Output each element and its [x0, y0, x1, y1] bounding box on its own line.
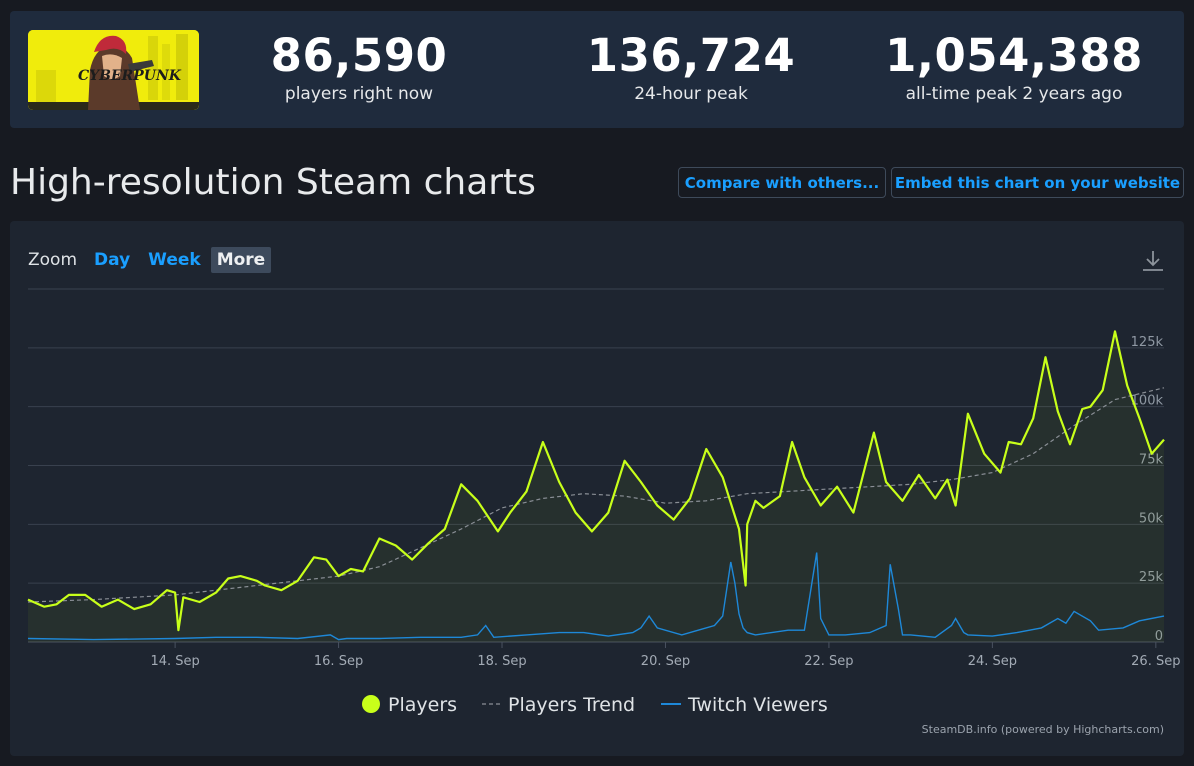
y-tick-label: 0 — [1155, 629, 1163, 644]
game-logo[interactable]: CYBERPUNK — [28, 30, 199, 110]
stat-current-players: 86,590 players right now — [249, 29, 469, 105]
x-tick-label: 18. Sep — [477, 654, 526, 669]
zoom-controls: Zoom Day Week More — [28, 246, 289, 274]
steam-players-chart: 0 25k 50k 75k 100k 125k 14. Sep 16. Sep 18. Sep 2… — [27, 288, 1180, 716]
legend-twitch-label[interactable]: Twitch Viewers — [687, 694, 828, 716]
x-tick-label: 14. Sep — [150, 654, 199, 669]
stat-all-time-peak: 1,054,388 all-time peak 2 years ago — [879, 29, 1149, 105]
stat-label: 24-hour peak — [634, 84, 748, 104]
compare-button[interactable]: Compare with others... — [678, 167, 886, 198]
x-tick-label: 26. Sep — [1131, 654, 1180, 669]
zoom-week-button[interactable]: Week — [148, 250, 201, 270]
players-area — [28, 331, 1164, 642]
stat-value: 136,724 — [586, 29, 796, 82]
y-tick-label: 100k — [1131, 394, 1164, 409]
embed-chart-button[interactable]: Embed this chart on your website — [891, 167, 1184, 198]
stat-label: players right now — [284, 84, 434, 104]
players-line — [27, 330, 1165, 632]
stat-value: 1,054,388 — [885, 29, 1143, 82]
stat-24h-peak: 136,724 24-hour peak — [571, 29, 811, 105]
stat-value: 86,590 — [270, 29, 448, 82]
twitch-viewers-line — [27, 552, 1165, 641]
logo-text: CYBERPUNK — [78, 68, 182, 84]
zoom-more-button[interactable]: More — [210, 247, 272, 273]
x-tick-label: 20. Sep — [641, 654, 690, 669]
legend-players-label[interactable]: Players — [388, 694, 457, 716]
y-tick-label: 50k — [1139, 511, 1164, 526]
zoom-label: Zoom — [28, 250, 78, 270]
y-tick-label: 125k — [1131, 335, 1164, 350]
y-tick-label: 25k — [1139, 570, 1164, 585]
game-logo-art: CYBERPUNK — [28, 30, 199, 110]
zoom-day-button[interactable]: Day — [94, 250, 131, 270]
x-tick-label: 22. Sep — [804, 654, 853, 669]
y-tick-label: 75k — [1139, 453, 1164, 468]
page-title: High-resolution Steam charts — [10, 162, 536, 203]
stats-panel: CYBERPUNK 86,590 players right now 136,7… — [10, 11, 1184, 128]
x-tick-label: 24. Sep — [968, 654, 1017, 669]
x-tick-label: 16. Sep — [314, 654, 363, 669]
legend-players-marker — [362, 695, 380, 713]
legend-trend-label[interactable]: Players Trend — [508, 694, 635, 716]
download-icon[interactable] — [1140, 248, 1166, 274]
chart-credits[interactable]: SteamDB.info (powered by Highcharts.com) — [921, 723, 1164, 736]
chart-panel: Zoom Day Week More 0 25k 50k 75k 100k 125k 14.… — [10, 221, 1184, 756]
stat-label: all-time peak 2 years ago — [905, 84, 1123, 104]
